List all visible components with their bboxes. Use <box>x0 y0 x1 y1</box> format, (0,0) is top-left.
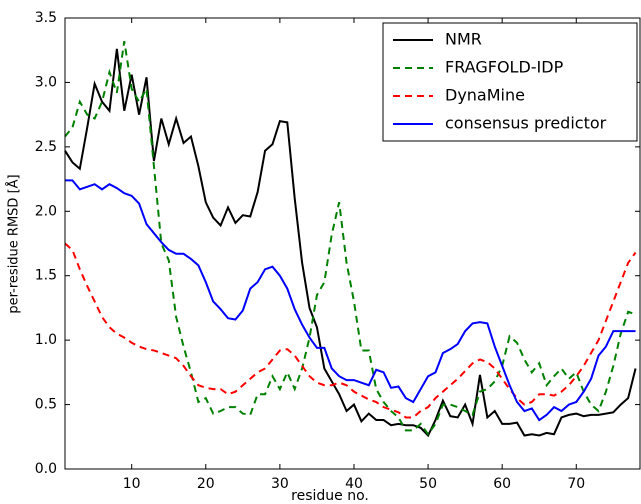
x-tick-label: 50 <box>419 476 437 492</box>
y-tick-label: 2.5 <box>35 139 57 155</box>
x-tick-label: 70 <box>567 476 585 492</box>
x-tick-label: 20 <box>197 476 215 492</box>
legend-box <box>382 22 638 142</box>
x-tick-label: 60 <box>493 476 511 492</box>
x-axis-label: residue no. <box>291 488 369 504</box>
y-tick-label: 1.0 <box>35 332 57 348</box>
y-tick-label: 1.5 <box>35 268 57 284</box>
x-tick-label: 30 <box>271 476 289 492</box>
series-line <box>64 41 636 436</box>
y-tick-label: 2.0 <box>35 203 57 219</box>
series-line <box>64 48 637 438</box>
plot-frame <box>64 17 641 470</box>
y-tick-label: 0.0 <box>35 461 57 477</box>
legend-label: DynaMine <box>445 86 525 105</box>
legend-label: FRAGFOLD-IDP <box>445 58 564 77</box>
legend-label: consensus predictor <box>445 114 607 133</box>
legend-label: NMR <box>445 30 482 49</box>
series-line <box>65 179 636 422</box>
y-axis-label: per-residue RMSD [Å] <box>6 174 22 313</box>
x-tick-label: 10 <box>123 476 141 492</box>
series-line <box>64 242 637 419</box>
x-tick-label: 40 <box>345 476 363 492</box>
y-tick-label: 0.5 <box>35 397 57 413</box>
y-tick-label: 3.0 <box>35 74 57 90</box>
y-tick-label: 3.5 <box>35 10 57 26</box>
